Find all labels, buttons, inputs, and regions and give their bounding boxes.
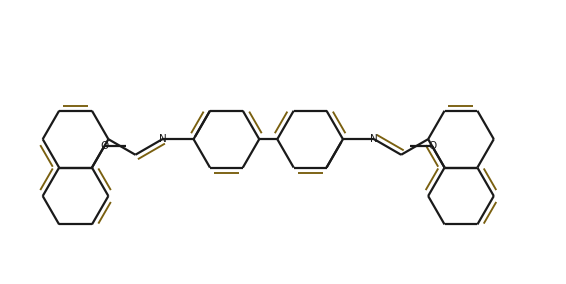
- Text: O: O: [428, 141, 436, 151]
- Text: O: O: [100, 141, 109, 151]
- Text: N: N: [370, 134, 378, 144]
- Text: N: N: [158, 134, 166, 144]
